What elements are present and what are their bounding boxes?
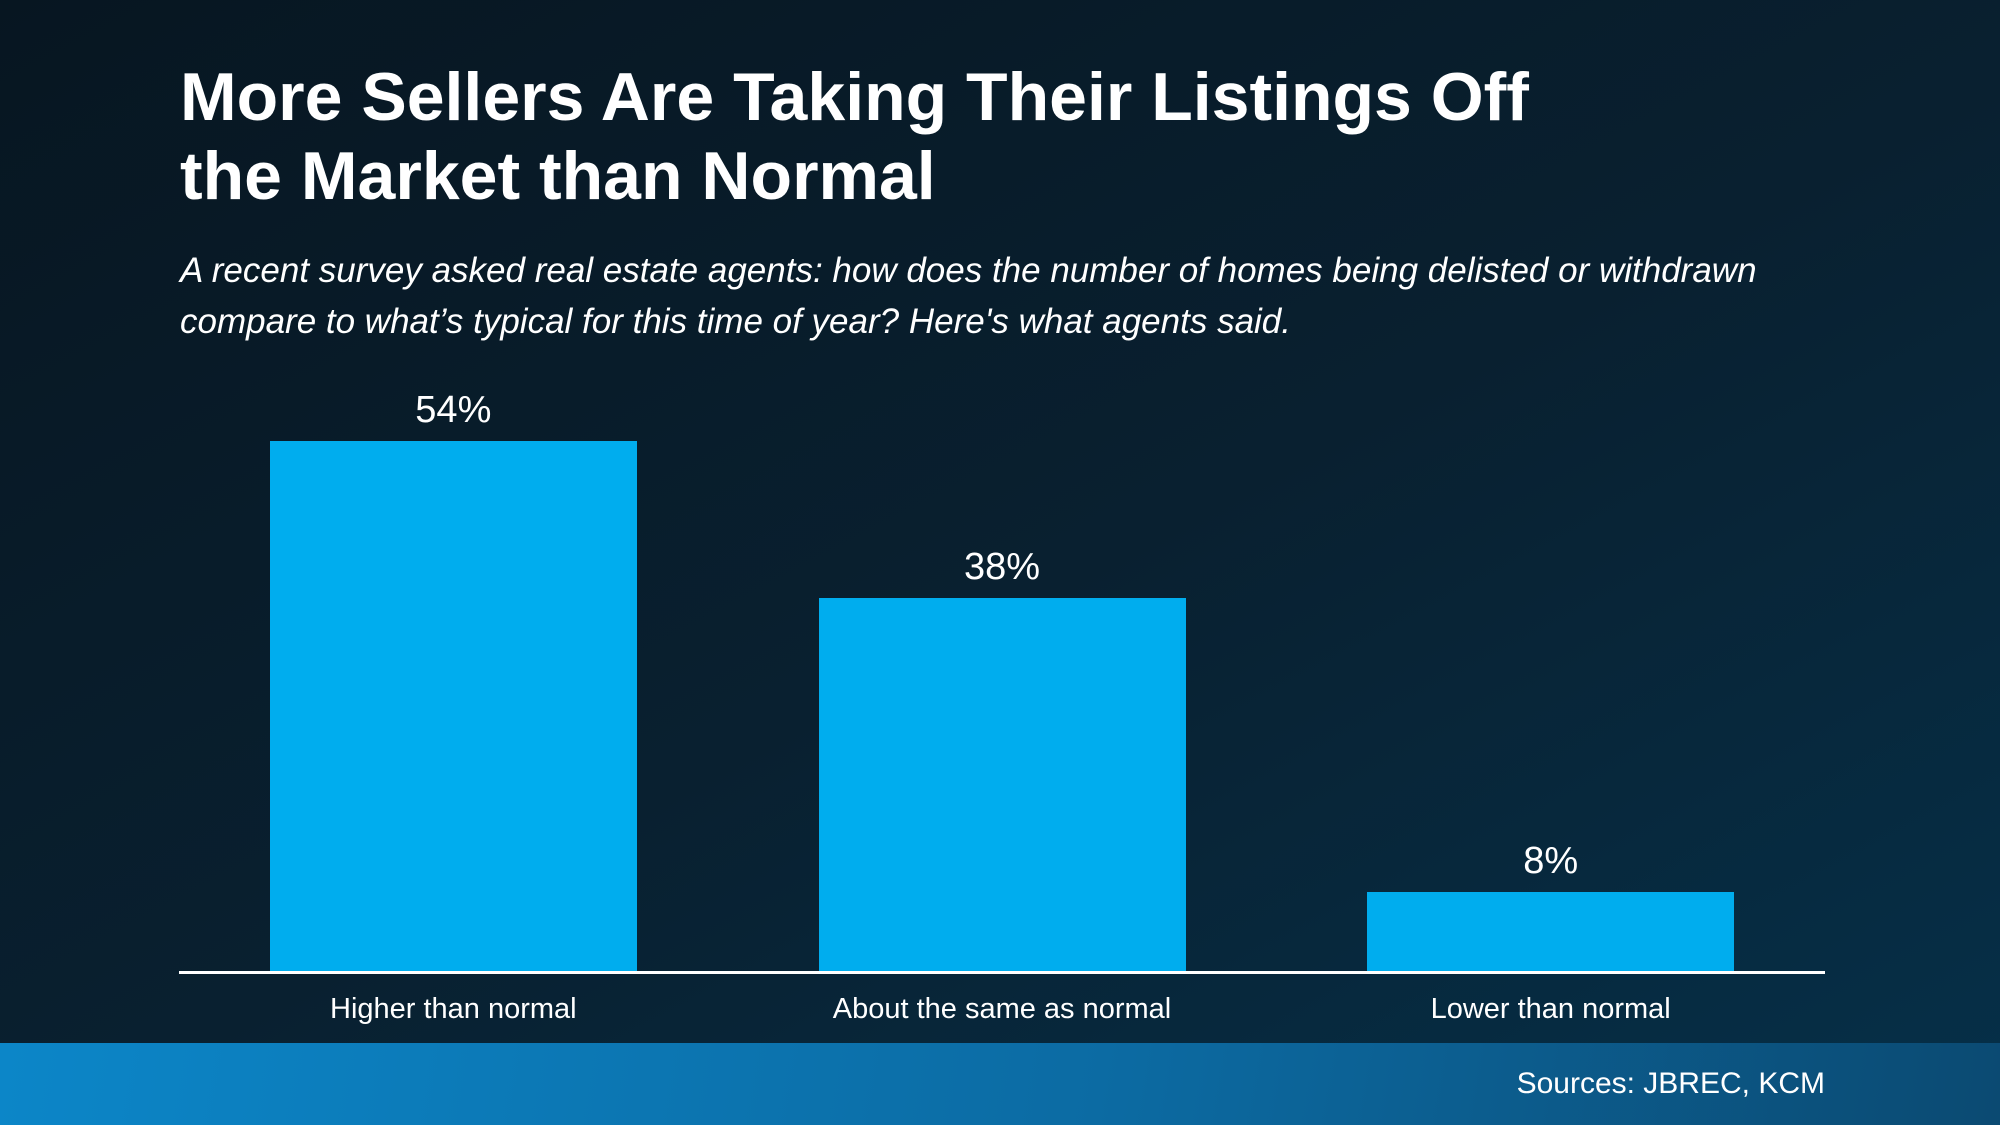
value-label-about-the-same-as-normal: 38% [963, 546, 1041, 588]
sources-label: Sources: JBREC, KCM [1516, 1067, 1825, 1100]
category-label-about-the-same-as-normal: About the same as normal [832, 993, 1172, 1025]
bar-lower-than-normal [1367, 892, 1735, 971]
bar-about-the-same-as-normal [818, 598, 1186, 971]
chart-title: More Sellers Are Taking Their Listings O… [180, 59, 1529, 214]
category-label-higher-than-normal: Higher than normal [330, 993, 577, 1025]
bar-higher-than-normal [269, 441, 637, 971]
value-label-lower-than-normal: 8% [1523, 840, 1579, 882]
footer-bar: Sources: JBREC, KCM [0, 1043, 2000, 1125]
category-label-lower-than-normal: Lower than normal [1430, 993, 1671, 1025]
x-axis-line [179, 971, 1825, 974]
chart-subtitle: A recent survey asked real estate agents… [180, 251, 1757, 341]
value-label-higher-than-normal: 54% [415, 389, 492, 431]
